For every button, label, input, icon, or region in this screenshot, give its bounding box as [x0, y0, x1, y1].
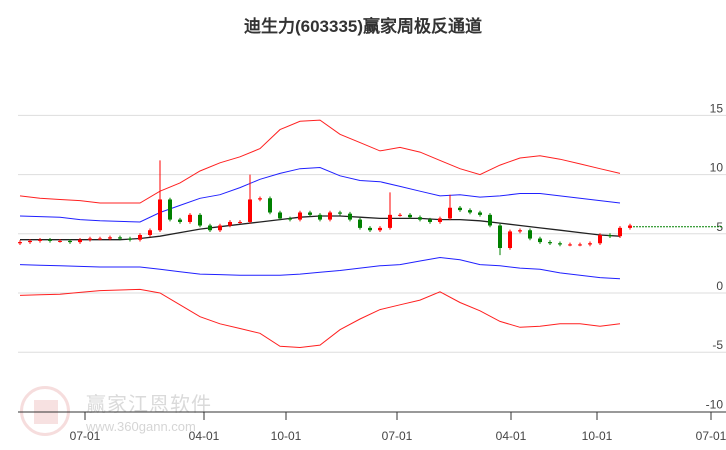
x-tick-label: 10-01	[271, 429, 302, 443]
candle-body	[68, 240, 72, 243]
candle-body	[48, 239, 52, 241]
x-tick-label: 04-01	[496, 429, 527, 443]
band-line-outer-lower	[19, 288, 621, 349]
candle-body	[228, 221, 232, 226]
y-tick-label: 5	[716, 220, 723, 234]
candle-body	[218, 225, 222, 231]
candle-body	[378, 227, 382, 231]
y-tick-label: -10	[706, 397, 724, 411]
candle-body	[178, 219, 182, 222]
x-tick-label: 07-01	[70, 429, 101, 443]
band-line-inner-upper	[19, 166, 621, 223]
candle-body	[488, 214, 492, 226]
candle-body	[518, 230, 522, 232]
y-tick-label: 15	[710, 101, 724, 115]
candle-body	[438, 218, 442, 222]
candle-body	[408, 214, 412, 218]
candle-body	[628, 225, 632, 228]
candle-body	[538, 238, 542, 243]
candle-body	[198, 214, 202, 226]
candle-body	[138, 234, 142, 240]
x-tick-label: 07-01	[382, 429, 413, 443]
candle-body	[318, 214, 322, 220]
chart-title: 迪生力(603335)赢家周极反通道	[243, 17, 483, 36]
x-tick-label: 10-01	[582, 429, 613, 443]
candle-body	[288, 218, 292, 220]
candle-body	[598, 234, 602, 244]
candle-body	[98, 238, 102, 240]
candle-body	[148, 230, 152, 235]
candle-body	[348, 213, 352, 220]
candle-body	[588, 243, 592, 245]
candle-body	[328, 212, 332, 220]
candle-body	[308, 212, 312, 215]
candle-body	[358, 219, 362, 228]
y-tick-label: 0	[716, 279, 723, 293]
candle-body	[478, 212, 482, 215]
y-tick-label: -5	[712, 338, 723, 352]
candle-body	[498, 225, 502, 249]
candle-body	[248, 199, 252, 222]
candle-body	[528, 230, 532, 239]
candle-body	[508, 231, 512, 249]
candle-body	[78, 239, 82, 243]
candle-body	[18, 242, 22, 244]
y-tick-label: 10	[710, 161, 724, 175]
candle-body	[468, 210, 472, 213]
watermark-name: 赢家江恩软件	[86, 394, 212, 416]
candle-body	[188, 214, 192, 222]
candle-body	[558, 243, 562, 245]
candle-body	[398, 214, 402, 216]
candle-body	[418, 217, 422, 220]
candle-body	[338, 212, 342, 214]
candle-body	[88, 238, 92, 240]
candle-body	[258, 198, 262, 200]
candle-body	[368, 227, 372, 231]
candle-body	[28, 240, 32, 243]
candle-body	[158, 199, 162, 231]
candle-body	[568, 244, 572, 246]
candle-body	[108, 237, 112, 239]
candle-body	[168, 199, 172, 220]
candle-body	[618, 227, 622, 237]
candle-body	[548, 242, 552, 244]
band-line-outer-upper	[19, 119, 621, 204]
candle-body	[38, 239, 42, 241]
candle-body	[128, 238, 132, 240]
x-tick-label: 07-01	[696, 429, 726, 443]
candle-body	[238, 221, 242, 223]
candle-body	[118, 237, 122, 239]
x-tick-label: 04-01	[189, 429, 220, 443]
candle-body	[428, 219, 432, 222]
candle-body	[58, 240, 62, 242]
candle-body	[268, 198, 272, 213]
candle-body	[208, 225, 212, 231]
candle-body	[608, 234, 612, 237]
candle-body	[458, 207, 462, 211]
candle-body	[578, 244, 582, 246]
candle-body	[448, 207, 452, 219]
candle-body	[388, 214, 392, 228]
candle-body	[298, 212, 302, 220]
band-line-inner-lower	[19, 256, 621, 280]
watermark-url: www.360gann.com	[86, 419, 196, 434]
candle-body	[278, 212, 282, 219]
